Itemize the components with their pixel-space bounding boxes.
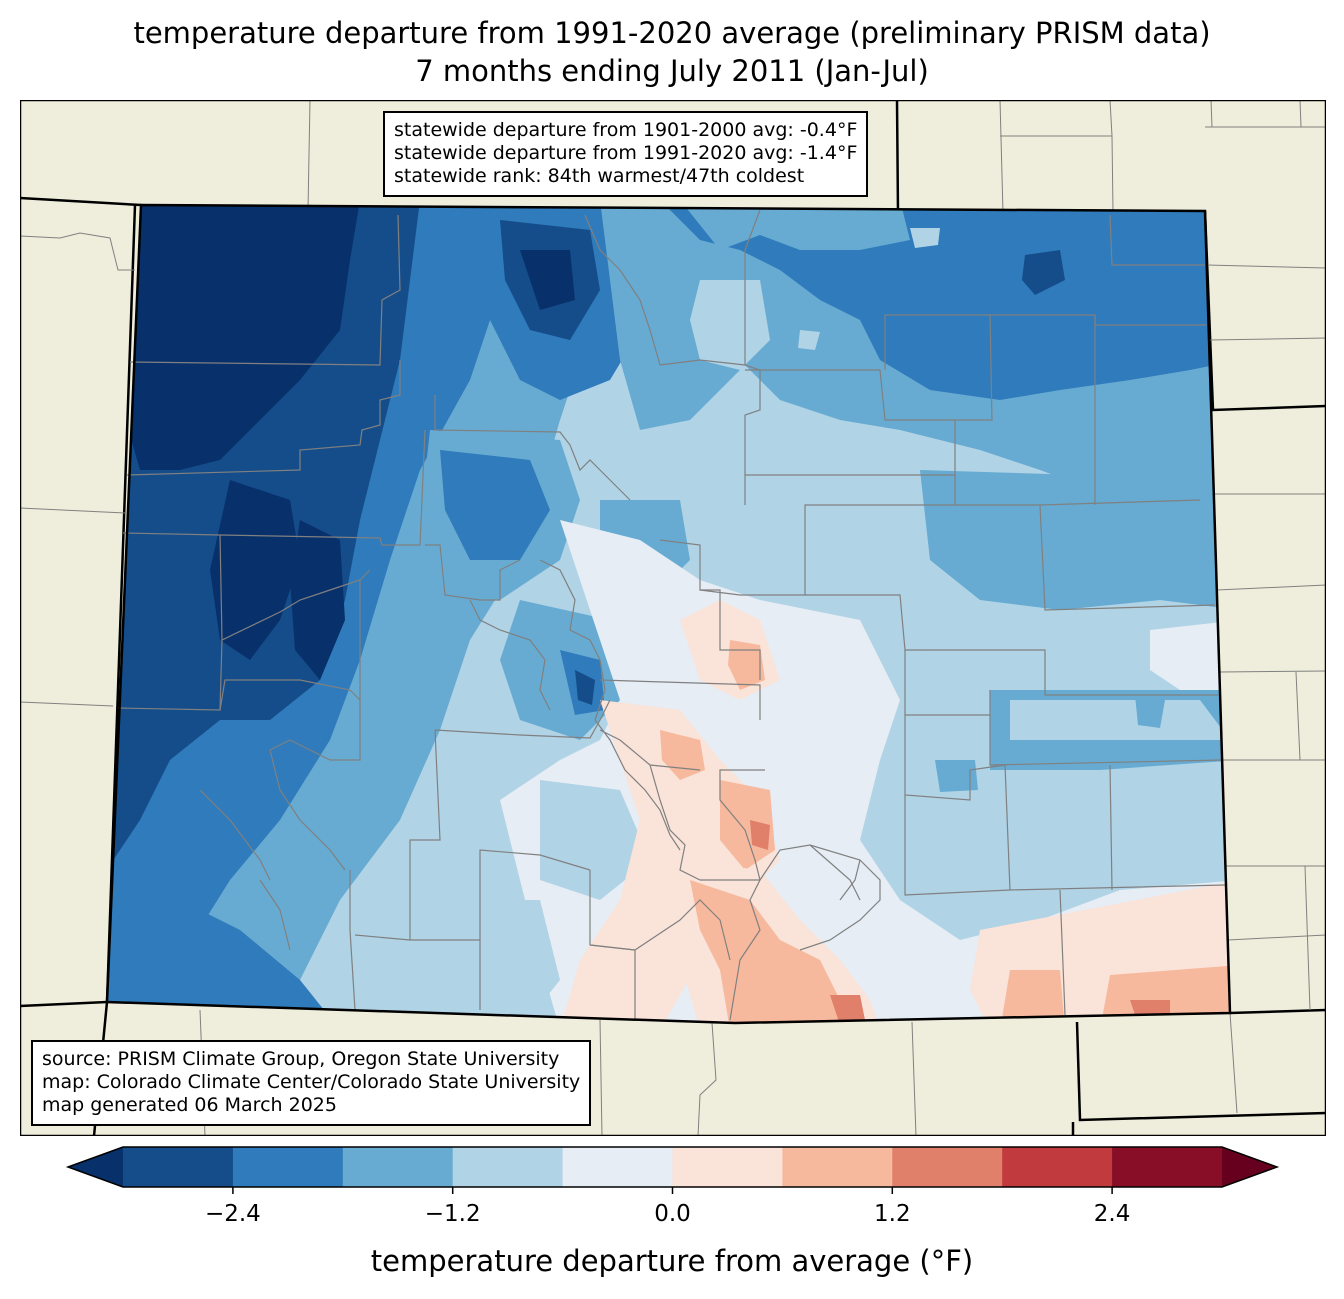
colorbar-extend-high	[1222, 1147, 1277, 1187]
map-title: temperature departure from 1991-2020 ave…	[133, 16, 1211, 50]
credits-map: map: Colorado Climate Center/Colorado St…	[42, 1071, 581, 1093]
colorbar-segment	[892, 1147, 1003, 1187]
colorbar-segment	[782, 1147, 893, 1187]
credits-source: source: PRISM Climate Group, Oregon Stat…	[42, 1048, 560, 1070]
colorbar: −2.4 −1.2 0.0 1.2 2.4	[65, 1146, 1280, 1227]
neighbor-county-lines	[20, 100, 1326, 1136]
colorbar-ticks: −2.4 −1.2 0.0 1.2 2.4	[205, 1187, 1130, 1227]
map-subtitle: 7 months ending July 2011 (Jan-Jul)	[415, 54, 929, 88]
credits-generated: map generated 06 March 2025	[42, 1094, 337, 1116]
stats-departure-1901-2000: statewide departure from 1901-2000 avg: …	[394, 119, 858, 141]
stats-departure-1991-2020: statewide departure from 1991-2020 avg: …	[394, 142, 858, 164]
colorbar-segments	[65, 1146, 1280, 1188]
colorbar-segment	[123, 1147, 234, 1187]
colorbar-segment	[1112, 1147, 1223, 1187]
map-panel	[20, 100, 1326, 1136]
colorbar-tick-label: −1.2	[425, 1201, 481, 1227]
colorbar-outline	[65, 1146, 1280, 1188]
colorbar-extend-low	[68, 1147, 123, 1187]
colorbar-segment	[562, 1147, 673, 1187]
colorbar-segment	[452, 1147, 564, 1187]
colorado-boundary	[105, 203, 1232, 1025]
stats-rank: statewide rank: 84th warmest/47th coldes…	[394, 165, 805, 187]
colorbar-tick-label: 2.4	[1094, 1201, 1131, 1227]
map-frame	[20, 100, 1326, 1136]
colorbar-tick-label: −2.4	[205, 1201, 261, 1227]
colorbar-tick-label: 0.0	[654, 1201, 691, 1227]
colorbar-segment	[672, 1147, 783, 1187]
colorbar-segment	[1002, 1147, 1113, 1187]
colorbar-title: temperature departure from average (°F)	[370, 1244, 974, 1278]
colorbar-segment	[342, 1147, 454, 1187]
credits-box: source: PRISM Climate Group, Oregon Stat…	[31, 1040, 592, 1126]
colorbar-tick-label: 1.2	[874, 1201, 911, 1227]
temperature-departure-field	[107, 205, 1230, 1023]
colorbar-segment	[232, 1147, 344, 1187]
county-boundaries	[117, 209, 1226, 1021]
statewide-stats-box: statewide departure from 1901-2000 avg: …	[383, 111, 869, 197]
